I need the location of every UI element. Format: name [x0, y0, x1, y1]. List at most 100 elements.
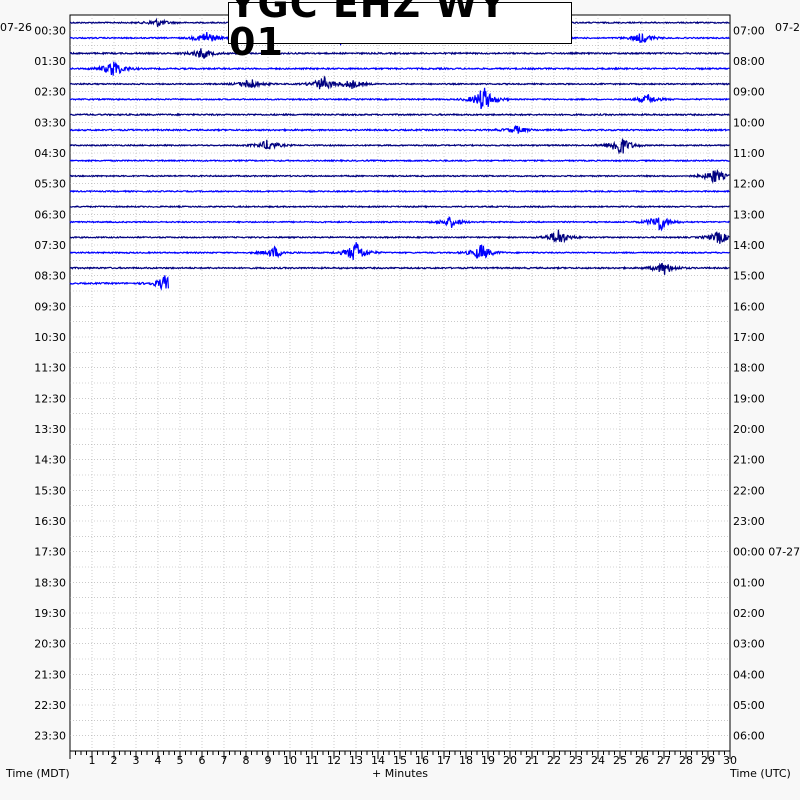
right-time-label: 16:00: [733, 300, 765, 313]
left-time-label: 06:30: [34, 208, 66, 221]
trace-row: [69, 229, 730, 244]
right-time-label: 21:00: [733, 454, 765, 467]
left-time-label: 23:30: [34, 730, 66, 743]
left-time-label: 08:30: [34, 270, 66, 283]
left-time-label: 13:30: [34, 423, 66, 436]
right-time-label: 04:00: [733, 668, 765, 681]
left-time-label: 14:30: [34, 454, 66, 467]
x-tick-label: 4: [155, 754, 162, 767]
right-time-label: 09:00: [733, 86, 765, 99]
right-time-label: 05:00: [733, 699, 765, 712]
grid: [70, 15, 730, 751]
right-time-label: 23:00: [733, 515, 765, 528]
left-time-label: 19:30: [34, 607, 66, 620]
left-time-label: 10:30: [34, 331, 66, 344]
right-time-label: 07:00: [733, 24, 765, 37]
left-time-label: 15:30: [34, 484, 66, 497]
right-time-label: 14:00: [733, 239, 765, 252]
right-time-label: 22:00: [733, 484, 765, 497]
x-tick-label: 19: [481, 754, 495, 767]
left-time-label: 01:30: [34, 55, 66, 68]
trace-row: [70, 138, 730, 155]
trace-row: [69, 75, 730, 90]
x-tick-label: 22: [547, 754, 561, 767]
x-tick-label: 9: [265, 754, 272, 767]
x-tick-label: 28: [679, 754, 693, 767]
left-axis-labels: 00:30 01:30 02:30 03:30 04:30 05:30 06:30 07:30…: [34, 24, 66, 742]
trace-row: [69, 262, 730, 275]
x-tick-label: 25: [613, 754, 627, 767]
right-time-label: 01:00: [733, 576, 765, 589]
right-time-label: 10:00: [733, 116, 765, 129]
left-date-label: 07-26: [0, 21, 32, 34]
x-tick-label: 10: [283, 754, 297, 767]
trace-row: [69, 158, 730, 163]
x-tick-label: 5: [177, 754, 184, 767]
x-tick-label: 29: [701, 754, 715, 767]
right-time-label: 19:00: [733, 392, 765, 405]
right-time-label: 08:00: [733, 55, 765, 68]
x-axis-title: + Minutes: [372, 767, 428, 780]
trace-row: [69, 189, 730, 194]
trace-row: [69, 204, 730, 209]
trace-row: [69, 48, 730, 59]
trace-row: [69, 216, 730, 232]
x-tick-label: 24: [591, 754, 605, 767]
right-time-label: 06:00: [733, 730, 765, 743]
right-time-label: 11:00: [733, 147, 765, 160]
right-time-label: 18:00: [733, 362, 765, 375]
right-time-label: 20:00: [733, 423, 765, 436]
left-time-label: 02:30: [34, 86, 66, 99]
x-tick-label: 8: [243, 754, 250, 767]
left-time-label: 22:30: [34, 699, 66, 712]
right-axis-labels: 07:00 08:00 09:00 10:00 11:00 12:00 13:00 14:00…: [733, 24, 800, 742]
left-time-label: 09:30: [34, 300, 66, 313]
right-time-label: 00:00 07-27: [733, 546, 800, 559]
x-tick-label: 14: [371, 754, 385, 767]
trace-row: [69, 168, 730, 184]
left-time-label: 04:30: [34, 147, 66, 160]
x-tick-label: 21: [525, 754, 539, 767]
trace-row: [69, 61, 730, 76]
left-time-label: 21:30: [34, 668, 66, 681]
x-tick-label: 2: [111, 754, 118, 767]
trace-row: [69, 275, 169, 291]
right-time-label: 03:00: [733, 638, 765, 651]
x-tick-label: 18: [459, 754, 473, 767]
left-time-label: 16:30: [34, 515, 66, 528]
trace-row: [69, 242, 730, 260]
trace-row: [69, 112, 730, 117]
x-tick-label: 30: [723, 754, 737, 767]
x-tick-label: 1: [89, 754, 96, 767]
left-time-label: 17:30: [34, 546, 66, 559]
x-tick-label: 20: [503, 754, 517, 767]
left-time-label: 12:30: [34, 392, 66, 405]
x-tick-label: 13: [349, 754, 363, 767]
x-tick-label: 12: [327, 754, 341, 767]
left-time-label: 03:30: [34, 116, 66, 129]
right-axis-title: Time (UTC): [729, 767, 791, 780]
x-tick-label: 17: [437, 754, 451, 767]
right-date-label: 07-2: [775, 21, 800, 34]
left-time-label: 00:30: [34, 24, 66, 37]
right-time-label: 13:00: [733, 208, 765, 221]
x-tick-label: 27: [657, 754, 671, 767]
x-tick-label: 6: [199, 754, 206, 767]
right-time-label: 15:00: [733, 270, 765, 283]
x-tick-label: 7: [221, 754, 228, 767]
x-tick-label: 3: [133, 754, 140, 767]
x-tick-label: 26: [635, 754, 649, 767]
left-time-label: 11:30: [34, 362, 66, 375]
chart-title: YGC EHZ WY 01: [228, 0, 572, 61]
left-axis-title: Time (MDT): [5, 767, 70, 780]
left-time-label: 20:30: [34, 638, 66, 651]
left-time-label: 05:30: [34, 178, 66, 191]
x-tick-label: 23: [569, 754, 583, 767]
trace-row: [69, 124, 730, 134]
left-time-label: 18:30: [34, 576, 66, 589]
right-time-label: 02:00: [733, 607, 765, 620]
right-time-label: 12:00: [733, 178, 765, 191]
x-tick-label: 16: [415, 754, 429, 767]
right-time-label: 17:00: [733, 331, 765, 344]
